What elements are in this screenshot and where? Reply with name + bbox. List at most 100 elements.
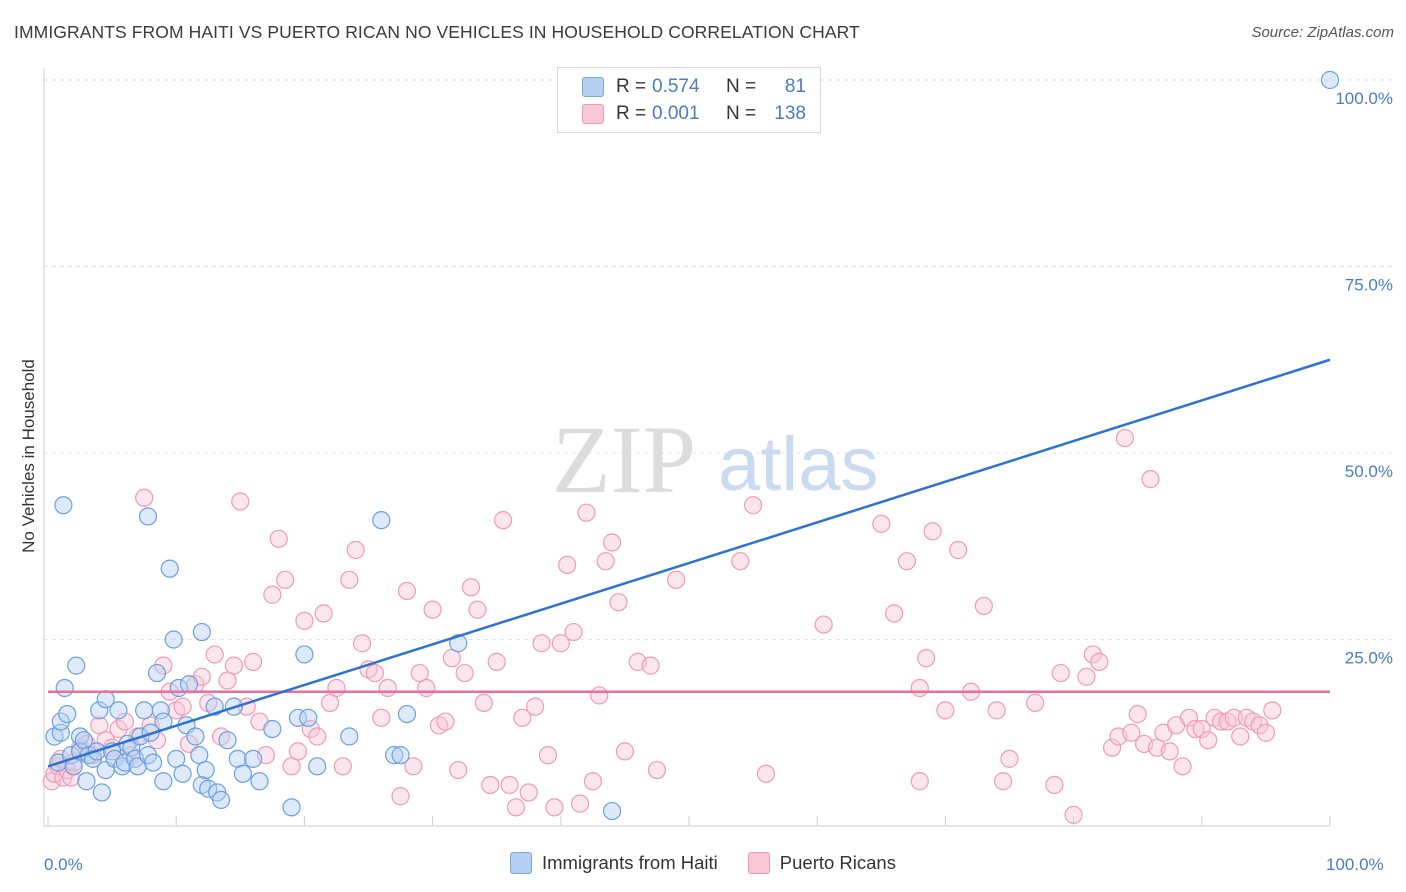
data-point — [1256, 723, 1276, 742]
data-point — [455, 663, 474, 683]
data-point — [564, 622, 583, 642]
data-point — [288, 708, 308, 727]
legend-r-value: 0.001 — [652, 103, 700, 124]
data-point — [987, 701, 1006, 720]
data-point — [340, 570, 359, 589]
data-point — [513, 708, 532, 727]
legend-item-haiti: Immigrants from Haiti — [510, 852, 718, 874]
legend-r-label: R = — [616, 76, 647, 97]
data-point — [299, 708, 318, 727]
data-point — [1000, 749, 1019, 768]
legend-n-value: 81 — [784, 76, 806, 97]
data-point — [756, 764, 776, 783]
data-point — [602, 801, 622, 821]
legend-r-label: R = — [616, 103, 647, 124]
data-point — [500, 775, 519, 795]
legend-item-pr: Puerto Ricans — [747, 852, 896, 874]
data-point — [1128, 704, 1147, 724]
data-point — [583, 772, 602, 791]
data-point — [58, 704, 77, 724]
data-point — [1263, 701, 1282, 720]
data-point — [233, 764, 252, 783]
data-point — [1224, 708, 1243, 727]
data-point — [1320, 70, 1340, 90]
watermark-atlas: atlas — [718, 422, 879, 507]
data-point — [295, 645, 314, 664]
data-point — [115, 712, 135, 731]
data-point — [135, 488, 154, 507]
data-point — [61, 768, 81, 787]
data-point — [545, 798, 564, 817]
data-point — [154, 772, 173, 791]
data-point — [519, 783, 538, 802]
trend-lines — [47, 358, 1331, 768]
data-point — [105, 749, 124, 768]
data-point — [1122, 723, 1141, 742]
legend-r-value: 0.574 — [652, 76, 700, 97]
data-point — [51, 712, 70, 731]
x-tick-label-max: 100.0% — [1326, 855, 1384, 874]
data-point — [282, 798, 301, 817]
data-point — [173, 764, 192, 783]
data-point — [346, 540, 365, 560]
data-point — [263, 719, 282, 739]
data-point — [397, 581, 417, 601]
data-point — [365, 663, 385, 683]
data-point — [506, 798, 526, 817]
data-point — [558, 555, 577, 575]
legend-swatch-haiti — [582, 77, 604, 97]
data-point — [1090, 652, 1109, 671]
legend-n-label: N = — [726, 76, 757, 97]
data-point — [224, 656, 243, 675]
data-point — [1064, 805, 1083, 824]
data-point — [1077, 667, 1096, 686]
legend-swatch-haiti — [510, 852, 532, 874]
legend-row-haiti: R = 0.574 N = 81 — [582, 75, 806, 99]
data-point — [179, 675, 199, 694]
data-point — [532, 634, 551, 653]
data-point — [160, 559, 179, 578]
data-point — [449, 634, 468, 653]
data-point — [295, 611, 314, 630]
data-point — [647, 760, 667, 780]
y-tick-labels: 25.0% 50.0% 75.0% 100.0% — [1335, 89, 1393, 668]
data-point — [1045, 775, 1064, 795]
data-point — [494, 511, 513, 530]
data-point — [538, 746, 558, 765]
data-point — [199, 779, 218, 798]
data-point — [352, 634, 372, 653]
data-point — [1051, 663, 1070, 683]
data-point — [936, 701, 955, 720]
data-point — [602, 533, 622, 552]
data-point — [897, 552, 917, 571]
gridlines — [44, 79, 1392, 640]
y-tick-label: 100.0% — [1335, 89, 1393, 108]
data-point — [1160, 742, 1179, 761]
data-point — [1250, 716, 1269, 735]
data-point — [372, 708, 391, 727]
data-point — [1102, 738, 1122, 757]
data-point — [55, 678, 74, 698]
data-point — [1026, 693, 1045, 713]
data-point — [192, 622, 211, 642]
data-point — [144, 753, 163, 772]
x-tick-label-min: 0.0% — [44, 855, 83, 874]
data-point — [269, 529, 288, 548]
data-point — [993, 772, 1013, 791]
data-point — [244, 749, 263, 768]
data-point — [397, 704, 417, 724]
data-point — [385, 746, 404, 765]
data-point — [417, 678, 436, 698]
data-point — [910, 772, 929, 791]
data-point — [404, 757, 423, 776]
data-point — [974, 596, 993, 616]
data-point — [1231, 727, 1250, 746]
data-point — [1083, 645, 1102, 664]
legend-n-value: 138 — [774, 103, 806, 124]
data-point — [1186, 719, 1205, 739]
data-point — [54, 496, 73, 515]
data-point — [147, 663, 167, 683]
data-point — [67, 656, 86, 675]
series-haiti — [45, 70, 1340, 821]
data-point — [179, 734, 199, 754]
